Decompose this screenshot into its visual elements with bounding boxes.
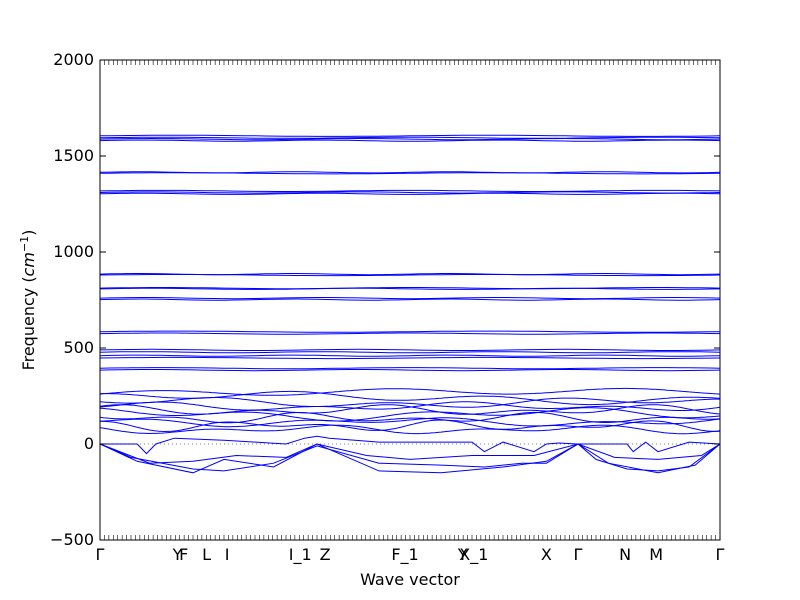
x-tick-label: I_1 bbox=[289, 545, 312, 565]
y-axis-label: Frequency (cm−1) bbox=[18, 230, 39, 371]
band-line bbox=[100, 139, 720, 142]
band-line bbox=[100, 191, 720, 194]
x-axis: Γ YF L I I_1 Z F_1 YX_1 X Γ N M Γ bbox=[96, 60, 725, 565]
y-tick-label: 2000 bbox=[53, 50, 94, 69]
band-line bbox=[100, 387, 720, 396]
y-tick-label: 1500 bbox=[53, 146, 94, 165]
band-line bbox=[100, 443, 720, 474]
band-line bbox=[100, 287, 720, 290]
y-tick-label: −500 bbox=[50, 530, 94, 549]
band-line bbox=[100, 348, 720, 351]
x-tick-label: N bbox=[619, 545, 631, 564]
band-line bbox=[100, 419, 720, 433]
band-line bbox=[100, 367, 720, 370]
x-tick-label: Γ bbox=[574, 545, 583, 564]
x-tick-label: Γ bbox=[96, 545, 105, 564]
y-tick-label: 500 bbox=[63, 338, 94, 357]
band-line bbox=[100, 137, 720, 141]
band-line bbox=[100, 134, 720, 137]
y-tick-label: 1000 bbox=[53, 242, 94, 261]
band-line bbox=[100, 172, 720, 175]
band-line bbox=[100, 330, 720, 333]
band-line bbox=[100, 407, 720, 422]
x-tick-label: Z bbox=[320, 545, 331, 564]
x-tick-label: Y bbox=[172, 545, 183, 564]
x-axis-label: Wave vector bbox=[360, 570, 460, 589]
band-line bbox=[100, 287, 720, 290]
band-line bbox=[100, 189, 720, 192]
band-line bbox=[100, 424, 720, 435]
band-line bbox=[100, 351, 720, 354]
band-line bbox=[100, 369, 720, 372]
band-line bbox=[100, 356, 720, 360]
band-line bbox=[100, 298, 720, 301]
x-tick-label: L bbox=[202, 545, 211, 564]
band-line bbox=[100, 136, 720, 139]
band-line bbox=[100, 274, 720, 277]
x-tick-label: I bbox=[225, 545, 230, 564]
band-line bbox=[100, 332, 720, 335]
x-tick-label: F_1 bbox=[391, 545, 418, 565]
band-line bbox=[100, 297, 720, 300]
band-line bbox=[100, 354, 720, 357]
band-line bbox=[100, 443, 720, 464]
x-tick-label: M bbox=[649, 545, 663, 564]
band-line bbox=[100, 435, 720, 455]
plot-area bbox=[100, 134, 720, 474]
band-line bbox=[100, 397, 720, 408]
x-tick-label: Y bbox=[457, 545, 468, 564]
y-tick-label: 0 bbox=[84, 434, 94, 453]
band-line bbox=[100, 192, 720, 195]
band-line bbox=[100, 443, 720, 472]
x-tick-label: X_1 bbox=[459, 545, 488, 565]
x-tick-label: Γ bbox=[716, 545, 725, 564]
x-tick-label: F bbox=[179, 545, 188, 564]
y-axis: −500 0 500 1000 1500 2000 bbox=[50, 50, 720, 549]
x-tick-label: X bbox=[541, 545, 552, 564]
